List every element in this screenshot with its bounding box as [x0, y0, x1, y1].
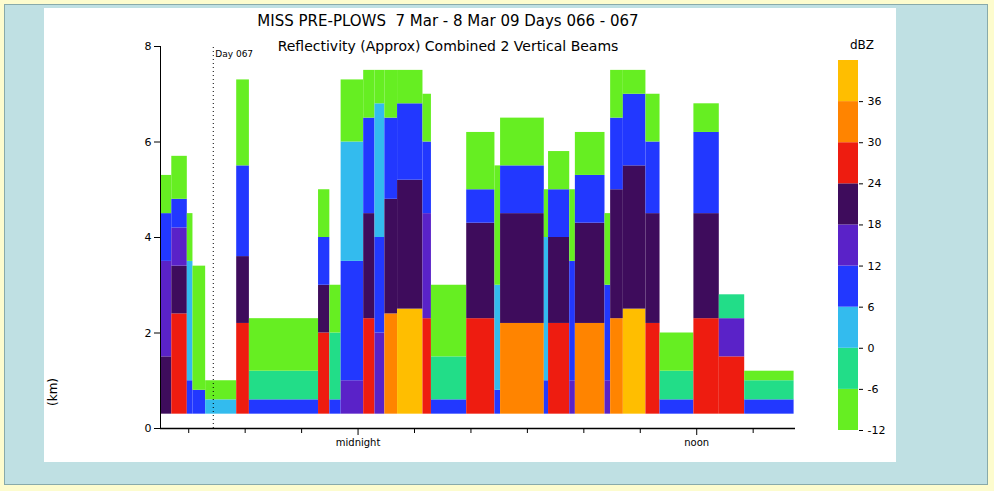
svg-text:0: 0	[868, 342, 875, 355]
svg-text:24: 24	[868, 177, 882, 190]
svg-text:-12: -12	[868, 424, 886, 437]
html-text:MISS PRE-PLOWS 7 Mar - 8 Mar 0: MISS PRE-PLOWS 7 Mar - 8 Mar 09 Days 066…	[257, 12, 639, 30]
svg-text:36: 36	[868, 95, 882, 108]
html-text:dBZ: dBZ	[850, 38, 875, 52]
svg-text:6: 6	[145, 136, 152, 149]
html-text:(km): (km)	[46, 378, 60, 406]
svg-text:18: 18	[868, 218, 882, 231]
html-text:Reflectivity (Approx) Combined: Reflectivity (Approx) Combined 2 Vertica…	[277, 38, 619, 54]
svg-text:0: 0	[145, 422, 152, 435]
svg-text:Day 067: Day 067	[215, 49, 253, 59]
svg-text:6: 6	[868, 301, 875, 314]
svg-text:30: 30	[868, 136, 882, 149]
svg-text:midnight: midnight	[336, 437, 381, 448]
svg-text:12: 12	[868, 260, 882, 273]
svg-text:4: 4	[145, 231, 152, 244]
svg-text:2: 2	[145, 327, 152, 340]
svg-text:8: 8	[145, 40, 152, 53]
svg-text:noon: noon	[684, 437, 709, 448]
svg-text:-6: -6	[868, 383, 879, 396]
